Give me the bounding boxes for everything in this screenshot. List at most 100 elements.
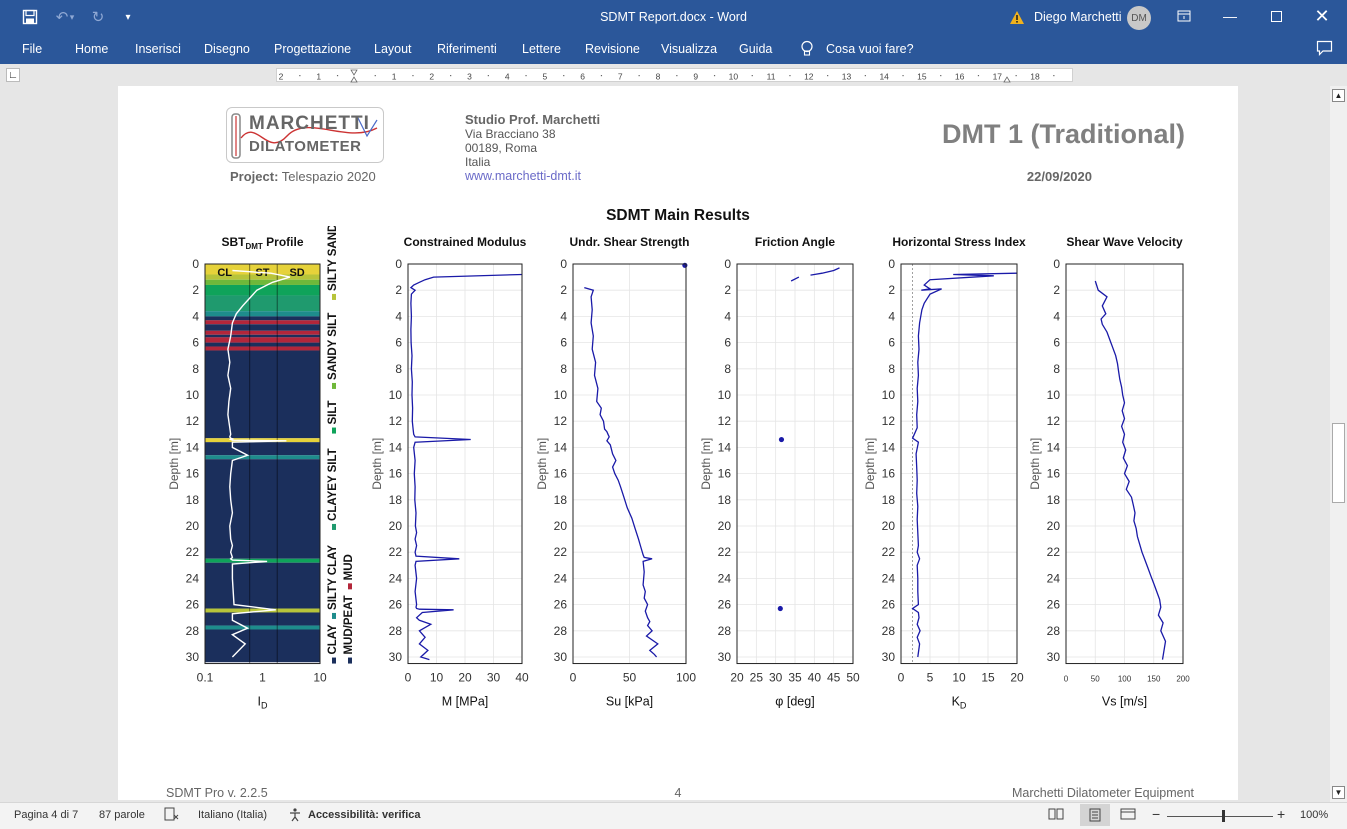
y-tick-label: 18 xyxy=(882,493,896,507)
y-tick-label: 14 xyxy=(882,440,896,454)
y-tick-label: 18 xyxy=(389,493,403,507)
x-tick-label: 20 xyxy=(458,671,472,685)
y-tick-label: 22 xyxy=(186,545,200,559)
tell-me-search[interactable]: Cosa vuoi fare? xyxy=(826,42,914,56)
read-mode-icon[interactable] xyxy=(1048,807,1064,824)
tab-insert[interactable]: Inserisci xyxy=(135,42,181,56)
logo-text-line2: DILATOMETER xyxy=(249,138,362,155)
ruler-number: 9 xyxy=(693,72,698,82)
tab-draw[interactable]: Disegno xyxy=(204,42,250,56)
zone-label: CL xyxy=(217,267,232,279)
ruler-number: 3 xyxy=(467,72,472,82)
y-tick-label: 14 xyxy=(1047,440,1061,454)
legend-swatch xyxy=(332,657,336,664)
tab-help[interactable]: Guida xyxy=(739,42,773,56)
y-tick-label: 0 xyxy=(724,257,731,271)
y-tick-label: 12 xyxy=(186,414,200,428)
right-indent-marker xyxy=(1003,76,1011,83)
print-layout-icon[interactable] xyxy=(1080,804,1110,826)
maximize-icon[interactable] xyxy=(1253,0,1299,32)
close-icon[interactable]: ✕ xyxy=(1314,5,1330,26)
title-bar: ↶ ▾ ↻ ▾ SDMT Report.docx - Word Diego Ma… xyxy=(0,0,1347,36)
tab-review[interactable]: Revisione xyxy=(585,42,640,56)
word-count[interactable]: 87 parole xyxy=(99,809,145,821)
y-axis-label: Depth [m] xyxy=(167,438,181,490)
zoom-level[interactable]: 100% xyxy=(1300,809,1329,821)
plot-frame xyxy=(407,263,523,665)
document-page[interactable]: MARCHETTI DILATOMETER Project: Telespazi… xyxy=(118,86,1238,800)
undo-icon[interactable]: ↶ xyxy=(55,9,69,26)
ribbon-display-options-icon[interactable] xyxy=(1161,0,1207,32)
ruler-number: 15 xyxy=(917,72,927,82)
website-link[interactable]: www.marchetti-dmt.it xyxy=(465,169,581,183)
report-title: DMT 1 (Traditional) xyxy=(942,119,1185,149)
ruler-tick xyxy=(977,75,980,77)
y-tick-label: 28 xyxy=(554,624,568,638)
ruler-tick xyxy=(525,75,527,77)
horizontal-ruler[interactable]: 2 1 1 2 3 4 5 6 7 8 9 10 11 12 13 14 15 16 17 18 xyxy=(276,68,1073,83)
legend-label: SANDY SILT xyxy=(327,313,339,380)
footer-page-number: 4 xyxy=(674,786,682,800)
tab-layout[interactable]: Layout xyxy=(374,42,412,56)
tab-file[interactable]: File xyxy=(22,42,43,56)
legend-label: SILT xyxy=(327,400,339,424)
zoom-slider-thumb[interactable] xyxy=(1222,810,1225,822)
user-name[interactable]: Diego Marchetti xyxy=(1034,10,1122,24)
address-line-2: 00189, Roma xyxy=(465,141,538,155)
avatar[interactable]: DM xyxy=(1127,6,1151,30)
language[interactable]: Italiano (Italia) xyxy=(198,809,268,821)
x-tick-label: 10 xyxy=(313,671,327,685)
accessibility-check[interactable]: Accessibilità: verifica xyxy=(308,809,421,821)
y-tick-label: 20 xyxy=(882,519,896,533)
indent-marker xyxy=(350,69,358,83)
tab-home[interactable]: Home xyxy=(75,42,109,56)
scroll-up-arrow[interactable]: ▲ xyxy=(1332,89,1345,102)
tab-design[interactable]: Progettazione xyxy=(274,42,352,56)
x-tick-label: 50 xyxy=(623,671,637,685)
redo-icon[interactable]: ↻ xyxy=(91,9,105,26)
chart-title: Constrained Modulus xyxy=(404,235,527,249)
y-tick-label: 16 xyxy=(186,467,200,481)
ruler-number: 14 xyxy=(879,72,889,82)
tab-selector-icon[interactable]: ∟ xyxy=(6,68,20,82)
y-tick-label: 2 xyxy=(560,283,567,297)
legend-label: CLAYEY SILT xyxy=(327,448,339,521)
ruler-tick xyxy=(600,75,603,77)
proofing-icon[interactable] xyxy=(164,807,180,825)
lightbulb-icon[interactable] xyxy=(800,40,814,61)
legend-swatch xyxy=(332,612,336,619)
scroll-down-arrow[interactable]: ▼ xyxy=(1332,786,1345,799)
sbt-legend: CLAY SILTY CLAY CLAYEY SILT SILT SANDY SILT S… xyxy=(327,226,339,664)
legend-swatch xyxy=(332,382,336,389)
page-count[interactable]: Pagina 4 di 7 xyxy=(14,809,79,821)
chart-5: Horizontal Stress Index02468101214161820… xyxy=(863,235,1026,711)
minimize-icon[interactable]: — xyxy=(1223,8,1237,24)
legend-swatch xyxy=(332,427,336,434)
ruler-tick xyxy=(789,75,791,77)
y-tick-label: 14 xyxy=(554,440,568,454)
soil-layer xyxy=(205,274,320,280)
accessibility-icon[interactable] xyxy=(288,807,304,825)
save-icon[interactable] xyxy=(18,6,42,28)
zoom-slider[interactable] xyxy=(1167,810,1273,822)
zoom-in-icon[interactable]: + xyxy=(1277,806,1286,822)
scrollbar-thumb[interactable] xyxy=(1332,423,1345,503)
web-layout-icon[interactable] xyxy=(1120,807,1136,824)
zoom-out-icon[interactable]: − xyxy=(1152,806,1161,822)
customize-toolbar-icon[interactable]: ▾ xyxy=(125,11,131,23)
comments-icon[interactable] xyxy=(1316,40,1333,59)
y-tick-label: 4 xyxy=(724,309,731,323)
warning-icon[interactable] xyxy=(1005,6,1029,28)
y-tick-label: 0 xyxy=(395,257,402,271)
y-tick-label: 16 xyxy=(389,467,403,481)
ruler-number: 12 xyxy=(804,72,814,82)
tab-references[interactable]: Riferimenti xyxy=(437,42,497,56)
chart-6: Shear Wave Velocity024681012141618202224… xyxy=(1028,235,1190,709)
undo-dropdown-icon[interactable]: ▾ xyxy=(69,11,75,22)
tab-view[interactable]: Visualizza xyxy=(661,42,718,56)
tab-mailings[interactable]: Lettere xyxy=(522,42,561,56)
ruler-tick xyxy=(336,75,339,77)
soil-layer xyxy=(205,459,320,559)
vertical-scrollbar[interactable]: ▲ ▼ xyxy=(1330,86,1347,802)
